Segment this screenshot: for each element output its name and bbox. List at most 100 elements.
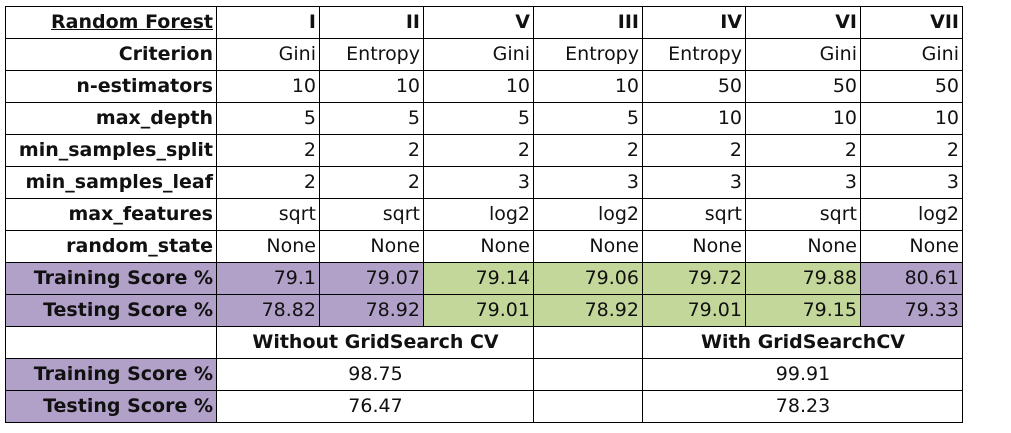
with-gridsearch-value: 99.91 [642, 358, 963, 391]
table-cell: 3 [860, 166, 963, 199]
table-cell: 2 [533, 134, 643, 167]
table-cell: None [642, 230, 746, 263]
score-cell: 79.1 [216, 262, 320, 295]
without-gridsearch-value: 98.75 [216, 358, 534, 391]
table-cell: 50 [642, 70, 746, 103]
table-cell: Entropy [642, 38, 746, 71]
table-cell: 10 [745, 102, 861, 135]
column-header: IV [642, 6, 746, 39]
table-cell: None [745, 230, 861, 263]
table-cell: None [216, 230, 320, 263]
with-gridsearch-header: With GridSearchCV [642, 326, 963, 359]
score-cell: 79.14 [423, 262, 534, 295]
row-label: min_samples_leaf [5, 166, 217, 199]
table-cell: Entropy [533, 38, 643, 71]
table-cell: 3 [423, 166, 534, 199]
table-cell: 2 [745, 134, 861, 167]
row-label: min_samples_split [5, 134, 217, 167]
table-cell: 5 [423, 102, 534, 135]
table-cell: log2 [533, 198, 643, 231]
table-cell: 50 [745, 70, 861, 103]
table-cell: 2 [319, 166, 424, 199]
table-cell: 2 [423, 134, 534, 167]
table-cell: 5 [216, 102, 320, 135]
random-forest-results-table: Random Forest I II V III IV VI VII Crite… [5, 6, 963, 423]
table-row: max_features sqrt sqrt log2 log2 sqrt sq… [5, 198, 963, 231]
empty-cell [533, 358, 643, 391]
table-cell: None [533, 230, 643, 263]
row-label: Testing Score % [5, 294, 217, 327]
table-cell: Entropy [319, 38, 424, 71]
column-header: V [423, 6, 534, 39]
column-header: I [216, 6, 320, 39]
empty-cell [5, 326, 217, 359]
table-cell: 5 [533, 102, 643, 135]
table-row: min_samples_split 2 2 2 2 2 2 2 [5, 134, 963, 167]
column-header: III [533, 6, 643, 39]
row-label: random_state [5, 230, 217, 263]
table-cell: 50 [860, 70, 963, 103]
results-table-wrapper: Random Forest I II V III IV VI VII Crite… [5, 6, 963, 423]
table-cell: 2 [216, 166, 320, 199]
table-row: n-estimators 10 10 10 10 50 50 50 [5, 70, 963, 103]
gridsearch-header-row: Without GridSearch CV With GridSearchCV [5, 326, 963, 359]
table-cell: None [319, 230, 424, 263]
row-label: max_depth [5, 102, 217, 135]
table-row: max_depth 5 5 5 5 10 10 10 [5, 102, 963, 135]
row-label: Training Score % [5, 262, 217, 295]
score-cell: 79.72 [642, 262, 746, 295]
score-cell: 78.92 [319, 294, 424, 327]
table-cell: 10 [533, 70, 643, 103]
column-header: II [319, 6, 424, 39]
empty-cell [533, 390, 643, 423]
table-cell: log2 [860, 198, 963, 231]
empty-cell [533, 326, 643, 359]
table-title: Random Forest [5, 6, 217, 39]
score-cell: 80.61 [860, 262, 963, 295]
without-gridsearch-header: Without GridSearch CV [216, 326, 534, 359]
header-row: Random Forest I II V III IV VI VII [5, 6, 963, 39]
row-label: Training Score % [5, 358, 217, 391]
gridsearch-testing-row: Testing Score % 76.47 78.23 [5, 390, 963, 423]
table-cell: 2 [860, 134, 963, 167]
row-label: n-estimators [5, 70, 217, 103]
training-score-row: Training Score % 79.1 79.07 79.14 79.06 … [5, 262, 963, 295]
table-cell: 2 [216, 134, 320, 167]
score-cell: 79.33 [860, 294, 963, 327]
table-cell: 10 [423, 70, 534, 103]
row-label: Testing Score % [5, 390, 217, 423]
table-cell: sqrt [319, 198, 424, 231]
table-cell: 2 [642, 134, 746, 167]
table-cell: 3 [642, 166, 746, 199]
table-cell: 10 [860, 102, 963, 135]
row-label: Criterion [5, 38, 217, 71]
table-row: min_samples_leaf 2 2 3 3 3 3 3 [5, 166, 963, 199]
with-gridsearch-value: 78.23 [642, 390, 963, 423]
table-cell: Gini [216, 38, 320, 71]
table-cell: None [860, 230, 963, 263]
score-cell: 79.01 [642, 294, 746, 327]
without-gridsearch-value: 76.47 [216, 390, 534, 423]
table-cell: 3 [533, 166, 643, 199]
score-cell: 78.92 [533, 294, 643, 327]
gridsearch-training-row: Training Score % 98.75 99.91 [5, 358, 963, 391]
table-cell: 10 [216, 70, 320, 103]
table-cell: None [423, 230, 534, 263]
column-header: VI [745, 6, 861, 39]
table-row: random_state None None None None None No… [5, 230, 963, 263]
table-cell: 10 [642, 102, 746, 135]
score-cell: 79.06 [533, 262, 643, 295]
table-row: Criterion Gini Entropy Gini Entropy Entr… [5, 38, 963, 71]
row-label: max_features [5, 198, 217, 231]
table-cell: log2 [423, 198, 534, 231]
table-cell: sqrt [642, 198, 746, 231]
table-cell: 10 [319, 70, 424, 103]
table-cell: sqrt [216, 198, 320, 231]
column-header: VII [860, 6, 963, 39]
table-cell: Gini [860, 38, 963, 71]
table-cell: Gini [423, 38, 534, 71]
score-cell: 79.01 [423, 294, 534, 327]
score-cell: 78.82 [216, 294, 320, 327]
testing-score-row: Testing Score % 78.82 78.92 79.01 78.92 … [5, 294, 963, 327]
table-cell: 2 [319, 134, 424, 167]
